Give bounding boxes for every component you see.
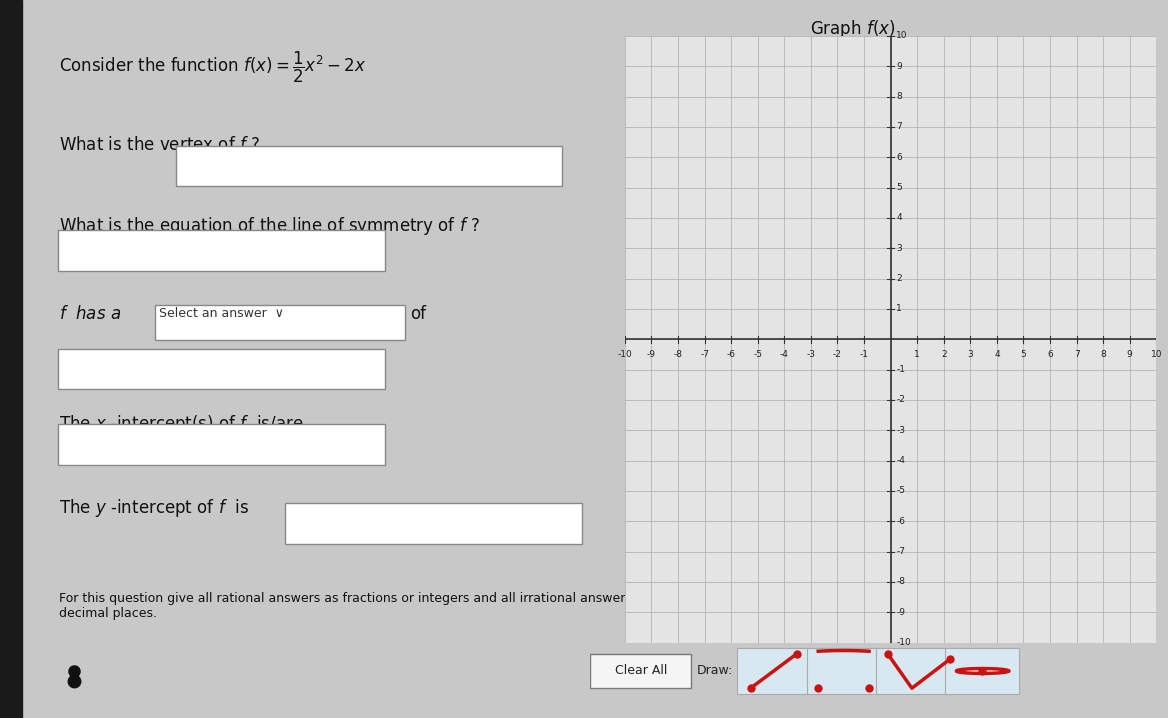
FancyBboxPatch shape [57, 230, 384, 271]
Text: The $x$ -intercept(s) of $f$  is/are: The $x$ -intercept(s) of $f$ is/are [58, 413, 304, 435]
Text: 2: 2 [897, 274, 902, 283]
Text: 1: 1 [897, 304, 902, 314]
Text: -6: -6 [726, 350, 736, 359]
Text: Draw:: Draw: [697, 664, 734, 678]
Text: -5: -5 [897, 486, 905, 495]
Bar [0, 0, 22, 718]
Text: -10: -10 [618, 350, 632, 359]
Text: -9: -9 [647, 350, 656, 359]
Text: 9: 9 [1127, 350, 1133, 359]
Text: Graph $f(x)$: Graph $f(x)$ [809, 18, 895, 40]
FancyBboxPatch shape [737, 648, 812, 694]
FancyBboxPatch shape [945, 648, 1020, 694]
Text: 8: 8 [1100, 350, 1106, 359]
Text: 4: 4 [897, 213, 902, 223]
FancyBboxPatch shape [57, 349, 384, 389]
Text: of: of [410, 305, 426, 323]
Text: 7: 7 [897, 122, 902, 131]
Text: 9: 9 [897, 62, 902, 71]
Text: 2: 2 [941, 350, 946, 359]
Text: -2: -2 [833, 350, 842, 359]
Polygon shape [957, 668, 1008, 673]
FancyBboxPatch shape [807, 648, 881, 694]
Text: -3: -3 [806, 350, 815, 359]
Text: 6: 6 [897, 153, 902, 162]
Text: -9: -9 [897, 607, 905, 617]
Text: -8: -8 [897, 577, 905, 587]
FancyBboxPatch shape [285, 503, 582, 544]
FancyBboxPatch shape [175, 146, 562, 186]
Text: 10: 10 [1150, 350, 1162, 359]
FancyBboxPatch shape [155, 305, 405, 340]
Text: For this question give all rational answers as fractions or integers and all irr: For this question give all rational answ… [58, 592, 716, 620]
Text: -8: -8 [674, 350, 682, 359]
Text: What is the equation of the line of symmetry of $f$ ?: What is the equation of the line of symm… [58, 215, 480, 238]
FancyBboxPatch shape [876, 648, 950, 694]
Text: 3: 3 [897, 243, 902, 253]
Text: 6: 6 [1048, 350, 1052, 359]
FancyBboxPatch shape [590, 654, 691, 688]
Text: -7: -7 [897, 547, 905, 556]
Text: $f$  has a: $f$ has a [58, 305, 121, 323]
Text: What is the vertex of $f$ ?: What is the vertex of $f$ ? [58, 136, 260, 154]
Text: -1: -1 [897, 365, 905, 374]
Text: 5: 5 [1021, 350, 1027, 359]
Text: -10: -10 [897, 638, 911, 647]
Text: -1: -1 [860, 350, 869, 359]
Text: -4: -4 [897, 456, 905, 465]
Text: -7: -7 [700, 350, 709, 359]
Text: 10: 10 [897, 32, 908, 40]
Text: -3: -3 [897, 426, 905, 435]
FancyBboxPatch shape [57, 424, 384, 465]
Text: 3: 3 [967, 350, 973, 359]
Text: 8: 8 [897, 92, 902, 101]
Text: -2: -2 [897, 396, 905, 404]
Text: -6: -6 [897, 517, 905, 526]
Text: -4: -4 [780, 350, 788, 359]
Text: -5: -5 [753, 350, 763, 359]
Text: Clear All: Clear All [614, 664, 667, 678]
Text: 4: 4 [994, 350, 1000, 359]
Text: Consider the function $f(x) = \dfrac{1}{2}x^2 - 2x$: Consider the function $f(x) = \dfrac{1}{… [58, 50, 367, 85]
Text: 7: 7 [1073, 350, 1079, 359]
Text: 1: 1 [915, 350, 920, 359]
Text: The $y$ -intercept of $f$  is: The $y$ -intercept of $f$ is [58, 497, 249, 519]
Text: Select an answer  ∨: Select an answer ∨ [159, 307, 284, 320]
Text: 5: 5 [897, 183, 902, 192]
